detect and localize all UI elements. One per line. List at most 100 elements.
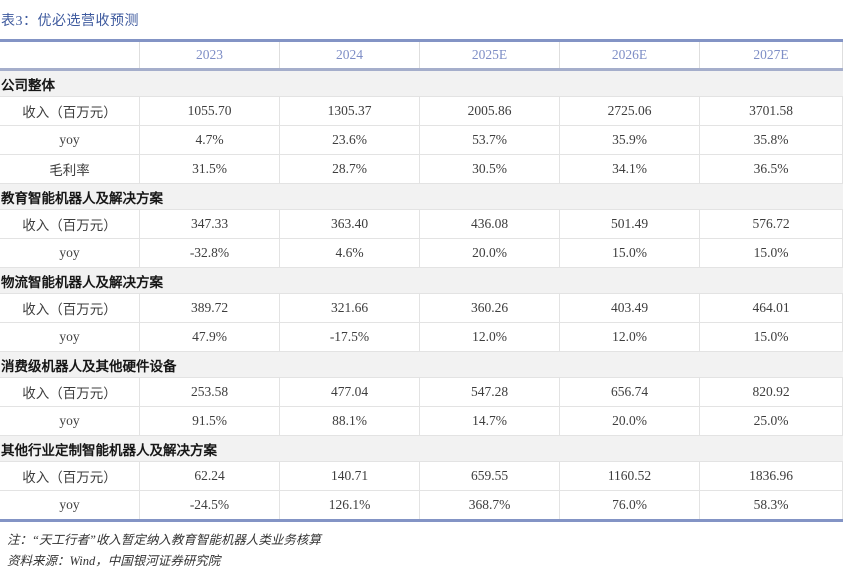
value-cell: 36.5% [699,155,843,183]
section-label: 教育智能机器人及解决方案 [1,190,163,206]
section-header-row: 教育智能机器人及解决方案 [0,184,843,210]
value-cell: 58.3% [699,491,843,519]
footnote-source: 资料来源：Wind，中国银河证券研究院 [7,554,221,568]
section-header-row: 公司整体 [0,71,843,97]
value-cell: 403.49 [559,294,699,322]
table-row: 收入（百万元） 347.33 363.40 436.08 501.49 576.72 [0,210,843,239]
table-title: 表3：优必选营收预测 [1,14,139,29]
value-cell: 12.0% [559,323,699,351]
value-cell: 15.0% [699,239,843,267]
row-label: 毛利率 [49,163,90,178]
row-label: 收入（百万元） [22,386,117,401]
value-cell: 23.6% [279,126,419,154]
section-header-row: 物流智能机器人及解决方案 [0,268,843,294]
value-cell: 35.8% [699,126,843,154]
value-cell: 34.1% [559,155,699,183]
year-header: 2024 [279,42,419,68]
value-cell: 4.6% [279,239,419,267]
value-cell: 76.0% [559,491,699,519]
year-header: 2027E [699,42,843,68]
value-cell: 88.1% [279,407,419,435]
table-row: yoy 47.9% -17.5% 12.0% 12.0% 15.0% [0,323,843,352]
footnotes: 注：“天工行者”收入暂定纳入教育智能机器人类业务核算 资料来源：Wind，中国银… [0,530,864,572]
table-row: 收入（百万元） 62.24 140.71 659.55 1160.52 1836.96 [0,462,843,491]
row-label: 收入（百万元） [22,302,117,317]
table-row: yoy -24.5% 126.1% 368.7% 76.0% 58.3% [0,491,843,519]
value-cell: 2005.86 [419,97,559,125]
value-cell: 389.72 [139,294,279,322]
section-label: 消费级机器人及其他硬件设备 [1,358,177,374]
value-cell: 253.58 [139,378,279,406]
value-cell: -24.5% [139,491,279,519]
value-cell: 20.0% [559,407,699,435]
value-cell: 464.01 [699,294,843,322]
row-label: yoy [59,132,80,147]
year-header: 2023 [139,42,279,68]
value-cell: 1836.96 [699,462,843,490]
value-cell: 15.0% [559,239,699,267]
section-label: 公司整体 [1,77,55,93]
row-label: 收入（百万元） [22,470,117,485]
footnote-note: 注：“天工行者”收入暂定纳入教育智能机器人类业务核算 [7,533,321,547]
year-header: 2026E [559,42,699,68]
value-cell: 656.74 [559,378,699,406]
value-cell: 14.7% [419,407,559,435]
section-label: 物流智能机器人及解决方案 [1,274,163,290]
table-row: 收入（百万元） 253.58 477.04 547.28 656.74 820.92 [0,378,843,407]
value-cell: 4.7% [139,126,279,154]
value-cell: 25.0% [699,407,843,435]
value-cell: 3701.58 [699,97,843,125]
value-cell: -32.8% [139,239,279,267]
value-cell: 47.9% [139,323,279,351]
table-header-row: 2023 2024 2025E 2026E 2027E [0,42,843,71]
value-cell: 820.92 [699,378,843,406]
value-cell: 20.0% [419,239,559,267]
value-cell: 547.28 [419,378,559,406]
section-header-row: 消费级机器人及其他硬件设备 [0,352,843,378]
value-cell: 321.66 [279,294,419,322]
value-cell: 2725.06 [559,97,699,125]
row-label: 收入（百万元） [22,105,117,120]
row-label: yoy [59,497,80,512]
value-cell: 35.9% [559,126,699,154]
value-cell: 1160.52 [559,462,699,490]
row-label: yoy [59,413,80,428]
table-row: 收入（百万元） 389.72 321.66 360.26 403.49 464.01 [0,294,843,323]
section-header-row: 其他行业定制智能机器人及解决方案 [0,436,843,462]
table-row: yoy 91.5% 88.1% 14.7% 20.0% 25.0% [0,407,843,436]
table-row: 毛利率 31.5% 28.7% 30.5% 34.1% 36.5% [0,155,843,184]
value-cell: 15.0% [699,323,843,351]
value-cell: 576.72 [699,210,843,238]
year-header: 2025E [419,42,559,68]
value-cell: 436.08 [419,210,559,238]
row-label: 收入（百万元） [22,218,117,233]
value-cell: 363.40 [279,210,419,238]
table-body: 公司整体 收入（百万元） 1055.70 1305.37 2005.86 2725.06 3… [0,71,843,519]
value-cell: 28.7% [279,155,419,183]
value-cell: 1305.37 [279,97,419,125]
value-cell: 12.0% [419,323,559,351]
value-cell: -17.5% [279,323,419,351]
section-label: 其他行业定制智能机器人及解决方案 [1,442,217,458]
value-cell: 91.5% [139,407,279,435]
table-row: yoy -32.8% 4.6% 20.0% 15.0% 15.0% [0,239,843,268]
row-label: yoy [59,329,80,344]
table-row: yoy 4.7% 23.6% 53.7% 35.9% 35.8% [0,126,843,155]
value-cell: 501.49 [559,210,699,238]
revenue-forecast-table: 2023 2024 2025E 2026E 2027E 公司整体收入（百万元） 1055.… [0,39,843,522]
value-cell: 53.7% [419,126,559,154]
value-cell: 477.04 [279,378,419,406]
value-cell: 62.24 [139,462,279,490]
value-cell: 126.1% [279,491,419,519]
value-cell: 659.55 [419,462,559,490]
value-cell: 31.5% [139,155,279,183]
value-cell: 347.33 [139,210,279,238]
value-cell: 360.26 [419,294,559,322]
value-cell: 368.7% [419,491,559,519]
corner-cell [0,42,139,68]
row-label: yoy [59,245,80,260]
value-cell: 140.71 [279,462,419,490]
value-cell: 1055.70 [139,97,279,125]
value-cell: 30.5% [419,155,559,183]
